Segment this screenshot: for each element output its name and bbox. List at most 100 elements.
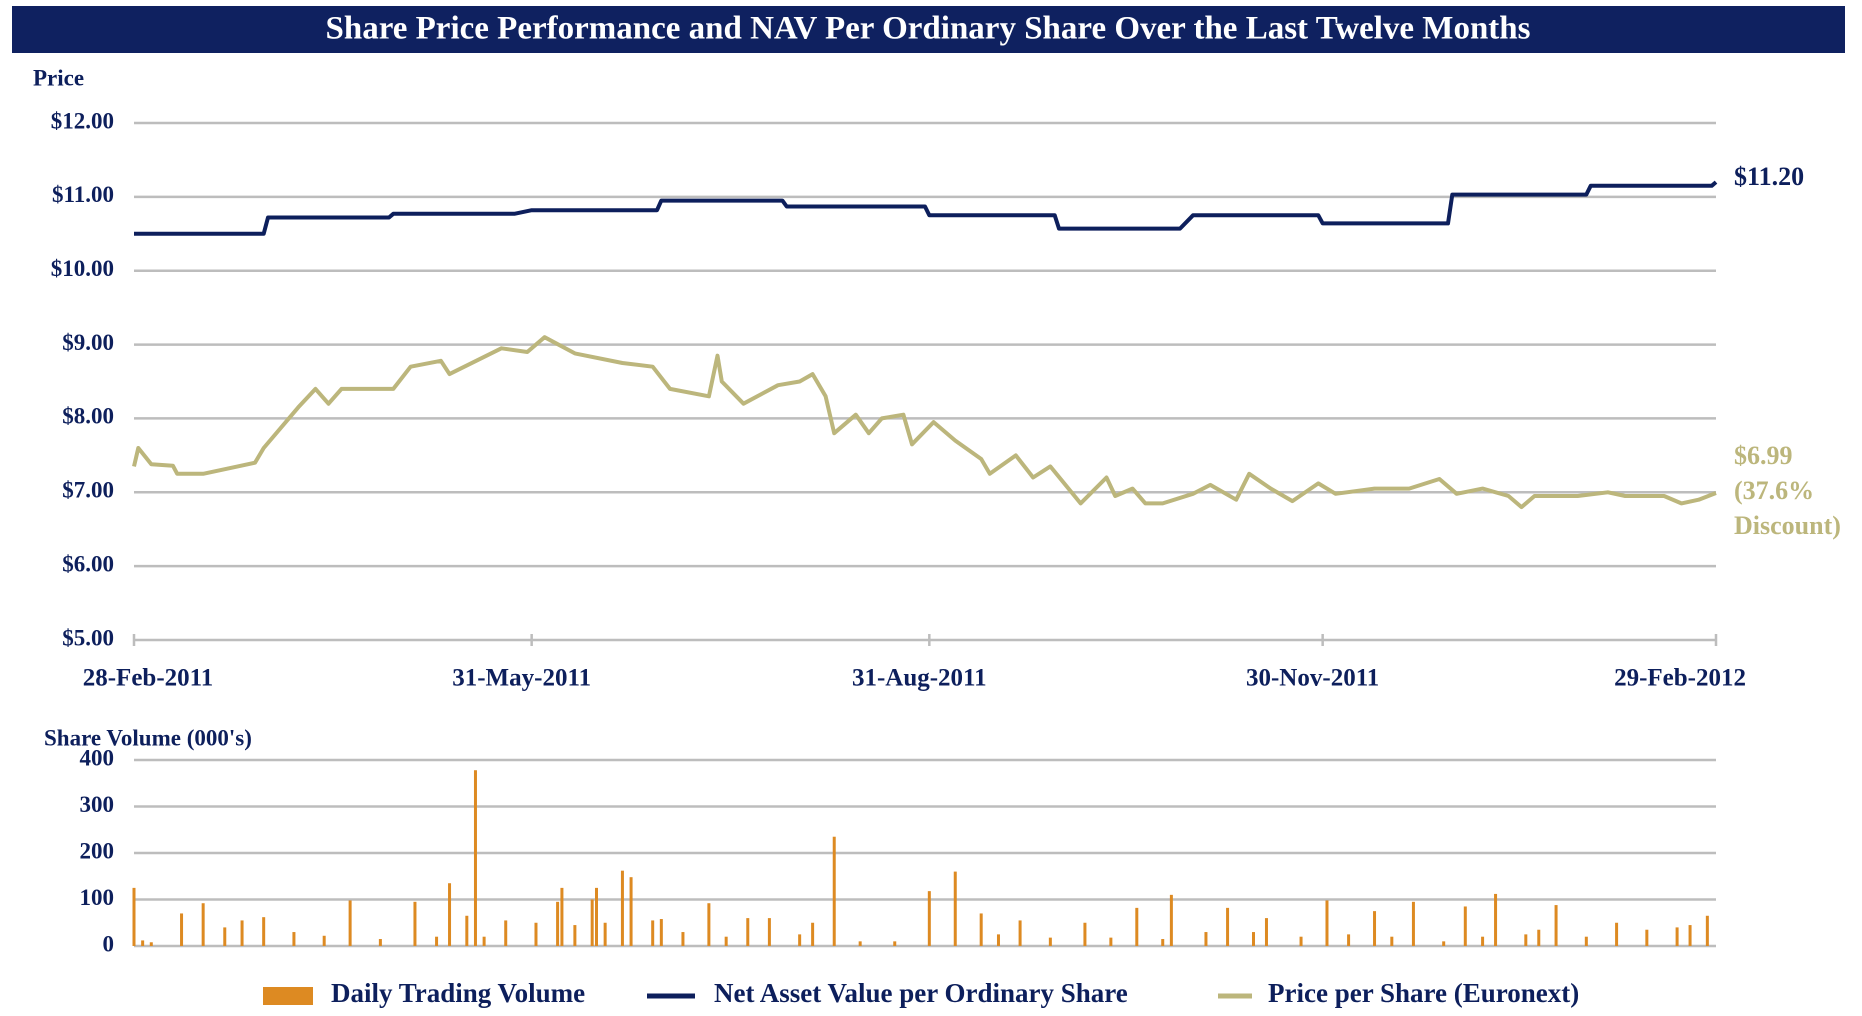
volume-bar <box>1169 894 1173 946</box>
volume-bar <box>504 920 508 946</box>
volume-bar <box>832 836 836 946</box>
volume-bar <box>594 887 598 946</box>
y-tick-label: $5.00 <box>62 625 114 650</box>
volume-bar <box>322 935 326 946</box>
end-label: $11.20 <box>1734 162 1804 191</box>
volume-bar <box>201 903 205 946</box>
x-tick-label: 30-Nov-2011 <box>1246 665 1379 692</box>
volume-bar <box>953 871 957 946</box>
x-tick-label: 31-May-2011 <box>452 665 591 692</box>
volume-bar <box>1537 929 1541 946</box>
x-tick-label: 31-Aug-2011 <box>852 665 987 692</box>
volume-bar <box>1347 934 1351 946</box>
volume-bar <box>1325 900 1329 946</box>
volume-bar <box>240 920 244 946</box>
volume-bar <box>798 934 802 946</box>
volume-bar <box>1584 936 1588 946</box>
volume-bar <box>1204 932 1208 946</box>
volume-bar <box>603 922 607 946</box>
volume-bar <box>620 870 624 946</box>
series-line <box>134 180 1718 236</box>
volume-bar <box>767 918 771 946</box>
volume-bar <box>1048 937 1052 946</box>
volume-bar <box>1018 920 1022 946</box>
volume-bar <box>1390 936 1394 946</box>
volume-bar <box>996 934 1000 946</box>
volume-bar <box>1615 922 1619 946</box>
end-label: $6.99 <box>1734 441 1793 470</box>
volume-bar <box>1411 901 1415 946</box>
legend-label: Net Asset Value per Ordinary Share <box>714 978 1128 1008</box>
volume-bar <box>927 891 931 946</box>
volume-bar <box>1705 915 1709 946</box>
volume-bar <box>1083 922 1087 946</box>
volume-bar <box>348 900 352 946</box>
volume-bar <box>1688 925 1692 946</box>
y-tick-label: 100 <box>80 885 115 910</box>
volume-bar <box>560 887 564 946</box>
volume-bar <box>858 941 862 946</box>
volume-bar <box>707 903 711 946</box>
volume-bar <box>223 927 227 946</box>
volume-bar <box>180 913 184 946</box>
volume-bar <box>1645 929 1649 946</box>
volume-bar <box>1109 937 1113 946</box>
volume-bar <box>1264 918 1268 946</box>
volume-bar <box>141 940 145 946</box>
volume-bar <box>1554 905 1558 946</box>
y-tick-label: $9.00 <box>62 330 114 355</box>
volume-bar <box>573 925 577 946</box>
volume-bar <box>893 941 897 946</box>
volume-bar <box>262 917 266 946</box>
volume-bar <box>811 922 815 946</box>
volume-bar <box>435 936 439 946</box>
y-tick-label: 0 <box>103 931 115 956</box>
y-tick-label: $6.00 <box>62 551 114 576</box>
y-tick-label: $11.00 <box>52 182 114 207</box>
volume-bar <box>1135 907 1139 946</box>
y-tick-label: $10.00 <box>51 256 114 281</box>
volume-bar <box>1442 941 1446 946</box>
chart-title: Share Price Performance and NAV Per Ordi… <box>326 11 1531 47</box>
legend-swatch <box>263 987 313 1005</box>
volume-bar <box>413 901 417 946</box>
volume-bar <box>448 883 452 946</box>
volume-bar <box>590 899 594 946</box>
volume-bar <box>724 936 728 946</box>
volume-bar <box>1494 893 1498 946</box>
volume-bar <box>465 915 469 946</box>
volume-bar <box>1675 927 1679 946</box>
volume-bar <box>556 901 560 946</box>
volume-bar <box>1463 906 1467 946</box>
volume-bar <box>979 913 983 946</box>
volume-bar <box>482 936 486 946</box>
y-tick-label: 300 <box>80 792 115 817</box>
y-axis-title: Share Volume (000's) <box>44 725 252 750</box>
end-label: Discount) <box>1734 511 1841 540</box>
y-axis-title: Price <box>33 65 84 90</box>
volume-bar <box>1524 934 1528 946</box>
y-tick-label: $12.00 <box>51 108 114 133</box>
y-tick-label: 200 <box>80 838 115 863</box>
end-label: (37.6% <box>1734 476 1814 505</box>
y-tick-label: $8.00 <box>62 404 114 429</box>
legend-label: Daily Trading Volume <box>331 978 585 1008</box>
series-line <box>132 335 1717 510</box>
volume-bar <box>132 887 136 946</box>
volume-bar <box>473 770 477 946</box>
volume-bar <box>378 939 382 946</box>
volume-bar <box>1299 936 1303 946</box>
volume-bar <box>629 877 633 946</box>
x-tick-label: 29-Feb-2012 <box>1614 665 1746 692</box>
x-tick-label: 28-Feb-2011 <box>83 665 214 692</box>
volume-bar <box>659 919 663 946</box>
y-tick-label: 400 <box>80 745 115 770</box>
title-bar <box>12 6 1845 53</box>
volume-bar <box>534 922 538 946</box>
volume-bar <box>1161 939 1165 946</box>
volume-bar <box>681 932 685 946</box>
volume-bar <box>1226 907 1230 946</box>
volume-bar <box>651 920 655 946</box>
